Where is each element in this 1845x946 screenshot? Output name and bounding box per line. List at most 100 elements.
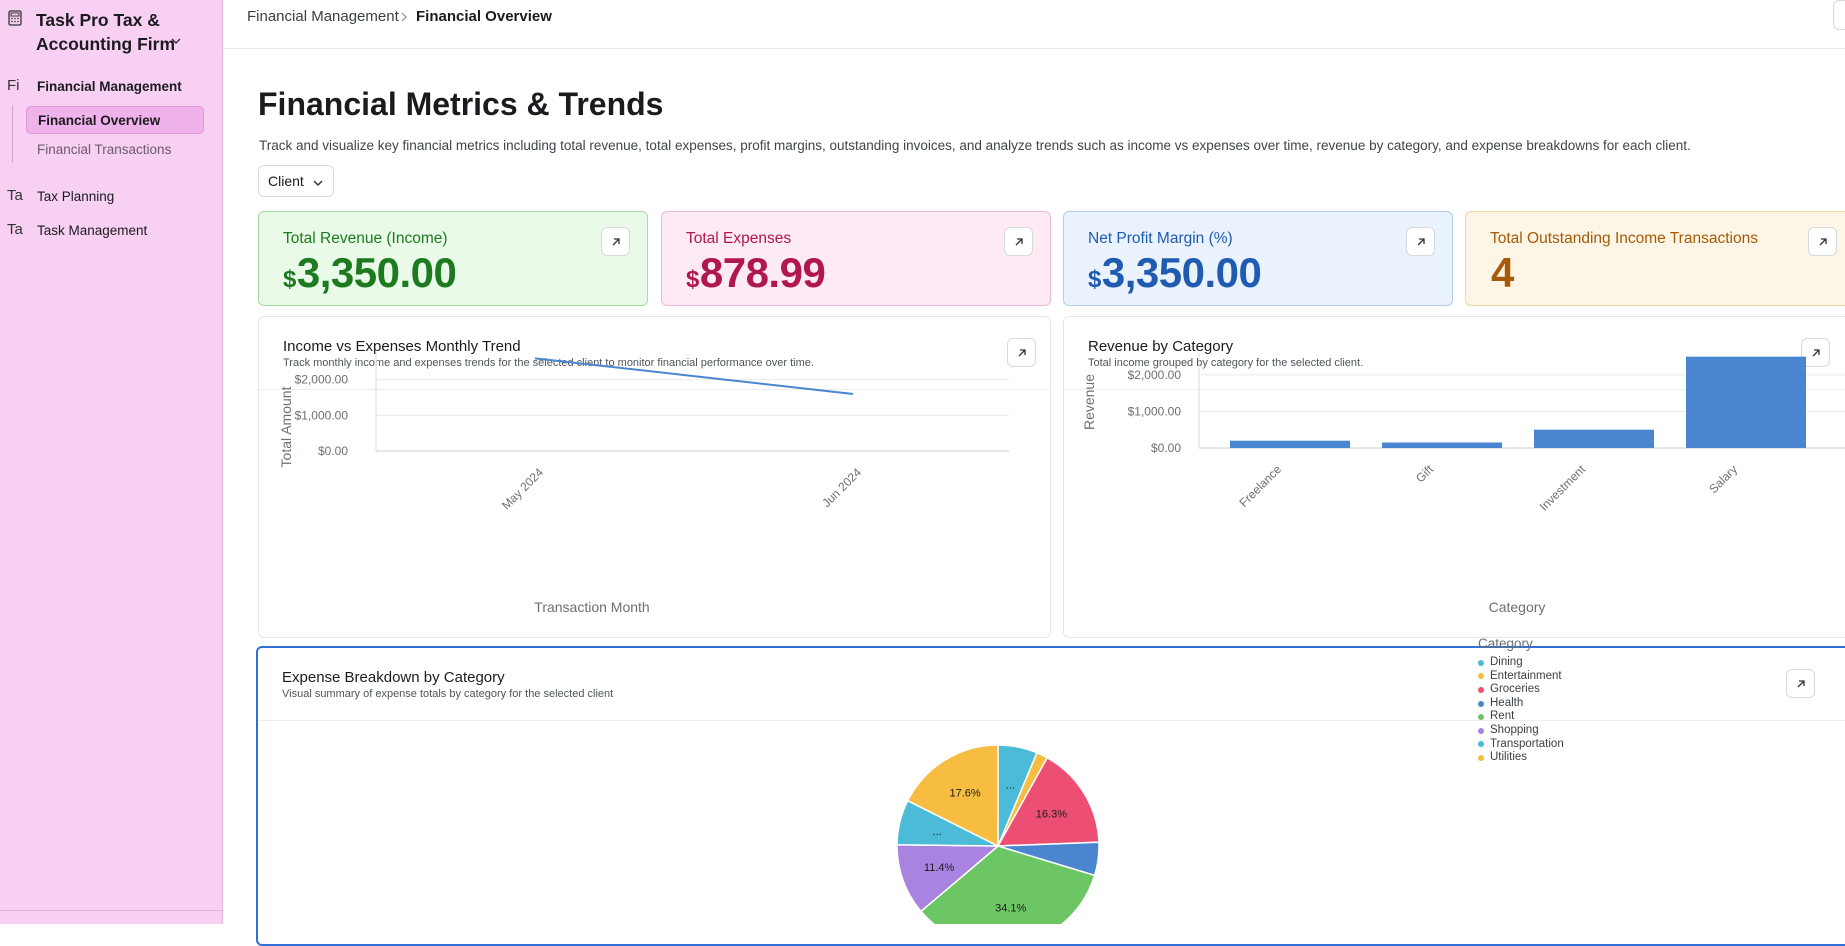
- legend-item: Entertainment: [1478, 670, 1564, 684]
- y-tick-label: $2,000.00: [295, 373, 349, 387]
- sub-nav-line: [12, 105, 13, 163]
- arrow-up-right-icon: [1819, 237, 1827, 245]
- x-tick-label: May 2024: [499, 465, 546, 512]
- x-tick-label: Freelance: [1236, 462, 1284, 510]
- card-title: Expense Breakdown by Category: [282, 669, 505, 686]
- slice-label: 11.4%: [924, 862, 955, 874]
- legend-item: Groceries: [1478, 683, 1564, 697]
- page-title: Financial Metrics & Trends: [258, 86, 664, 122]
- legend-item: Rent: [1478, 710, 1564, 724]
- expand-button[interactable]: [1004, 227, 1033, 256]
- kpi-value: $3,350.00: [1088, 249, 1262, 296]
- firm-name: Task Pro Tax & Accounting Firm: [36, 10, 176, 54]
- y-axis-title: Total Amount: [278, 386, 294, 467]
- arrow-up-right-icon: [1015, 237, 1023, 245]
- arrow-up-right-icon: [1797, 679, 1805, 687]
- pie-legend: Category Dining Entertainment Groceries Hea…: [1478, 636, 1564, 765]
- top-bar: Financial Management Financial Overview: [223, 0, 1845, 49]
- legend-title: Category: [1478, 636, 1533, 651]
- legend-label: Transportation: [1490, 737, 1564, 750]
- pie-slice: [996, 756, 1100, 847]
- client-filter-label: Client: [268, 173, 304, 189]
- client-filter-select[interactable]: Client: [258, 165, 334, 197]
- y-tick-label: $1,000.00: [295, 408, 349, 422]
- kpi-total-revenue: Total Revenue (Income) $3,350.00: [258, 211, 648, 306]
- breadcrumb-parent[interactable]: Financial Management: [247, 8, 399, 25]
- kpi-label: Net Profit Margin (%): [1088, 230, 1233, 247]
- nav-group-tax-planning[interactable]: Tax Planning: [37, 189, 115, 204]
- kpi-label: Total Outstanding Income Transactions: [1490, 230, 1758, 247]
- pie-slice: [906, 744, 999, 848]
- legend-swatch: [1478, 700, 1484, 707]
- legend-swatch: [1478, 741, 1484, 748]
- nav-group-task-management[interactable]: Task Management: [37, 223, 148, 238]
- nav-group-financial-management[interactable]: Financial Management: [37, 79, 182, 94]
- kpi-value: 4: [1491, 249, 1514, 296]
- x-tick-label: Salary: [1706, 462, 1740, 496]
- card-revenue-by-category: Revenue by Category Total income grouped…: [1063, 316, 1845, 638]
- bar: [1686, 356, 1806, 448]
- sidebar: Task Pro Tax & Accounting Firm Fi Financ…: [0, 0, 223, 924]
- kpi-label: Total Expenses: [686, 230, 792, 247]
- expand-button[interactable]: [1406, 227, 1435, 256]
- slice-label: 17.6%: [950, 788, 981, 800]
- firm-switcher[interactable]: Task Pro Tax & Accounting Firm: [8, 8, 186, 56]
- x-tick-label: Gift: [1413, 462, 1437, 486]
- legend-swatch: [1478, 659, 1484, 666]
- calculator-icon: [8, 10, 22, 26]
- legend-item: Health: [1478, 697, 1564, 711]
- expand-button[interactable]: [1786, 669, 1815, 698]
- card-title: Income vs Expenses Monthly Trend: [283, 338, 521, 355]
- x-tick-label: Investment: [1537, 462, 1589, 514]
- nav-abbr-task: Ta: [7, 221, 23, 238]
- kpi-value: $878.99: [686, 249, 826, 296]
- expand-button[interactable]: [1808, 227, 1837, 256]
- legend-label: Entertainment: [1490, 669, 1562, 682]
- legend-swatch: [1478, 673, 1484, 680]
- sidebar-item-financial-overview[interactable]: Financial Overview: [26, 106, 204, 134]
- card-subtitle: Track monthly income and expenses trends…: [283, 357, 814, 369]
- y-tick-label: $0.00: [1151, 441, 1181, 455]
- chevron-down-icon[interactable]: [170, 35, 182, 47]
- expand-button[interactable]: [601, 227, 630, 256]
- page-description: Track and visualize key financial metric…: [259, 138, 1691, 153]
- kpi-label: Total Revenue (Income): [283, 230, 448, 247]
- kpi-value: $3,350.00: [283, 249, 457, 296]
- x-axis-title: Category: [1489, 599, 1546, 615]
- expand-button[interactable]: [1801, 338, 1830, 367]
- arrow-up-right-icon: [1812, 348, 1820, 356]
- breadcrumb-current: Financial Overview: [416, 8, 552, 25]
- legend-item: Shopping: [1478, 724, 1564, 738]
- legend-label: Dining: [1490, 656, 1523, 668]
- y-tick-label: $0.00: [318, 444, 348, 458]
- y-tick-label: $1,000.00: [1128, 404, 1182, 418]
- y-axis-title: Revenue: [1081, 374, 1097, 430]
- chevron-right-icon: [401, 12, 407, 22]
- bar: [1534, 429, 1654, 448]
- expand-button[interactable]: [1007, 338, 1036, 367]
- y-tick-label: $2,000.00: [1128, 368, 1182, 382]
- sidebar-item-financial-transactions[interactable]: Financial Transactions: [37, 142, 172, 157]
- pie-slice: [919, 845, 1096, 924]
- legend-label: Shopping: [1490, 723, 1539, 736]
- nav-abbr-tax: Ta: [7, 187, 23, 204]
- legend-swatch: [1478, 754, 1484, 761]
- header-action-button[interactable]: [1833, 0, 1845, 30]
- series-line: [534, 357, 854, 395]
- nav-abbr-financial: Fi: [7, 77, 20, 94]
- card-title: Revenue by Category: [1088, 338, 1234, 355]
- slice-label: ...: [933, 826, 942, 838]
- card-subtitle: Total income grouped by category for the…: [1088, 357, 1364, 369]
- arrow-up-right-icon: [612, 237, 620, 245]
- pie-chart: ... 16.3% 34.1% 11.4%... 17.6%: [896, 744, 1100, 924]
- bar: [1230, 440, 1350, 448]
- legend-swatch: [1478, 727, 1484, 734]
- legend-swatch: [1478, 686, 1484, 693]
- pie-slice: [896, 843, 1001, 913]
- legend-label: Utilities: [1490, 751, 1528, 764]
- kpi-net-profit-margin: Net Profit Margin (%) $3,350.00: [1063, 211, 1453, 306]
- slice-label: ...: [1006, 780, 1015, 792]
- slice-label: 34.1%: [995, 902, 1026, 914]
- arrow-up-right-icon: [1417, 237, 1425, 245]
- slice-label: 16.3%: [1036, 808, 1067, 820]
